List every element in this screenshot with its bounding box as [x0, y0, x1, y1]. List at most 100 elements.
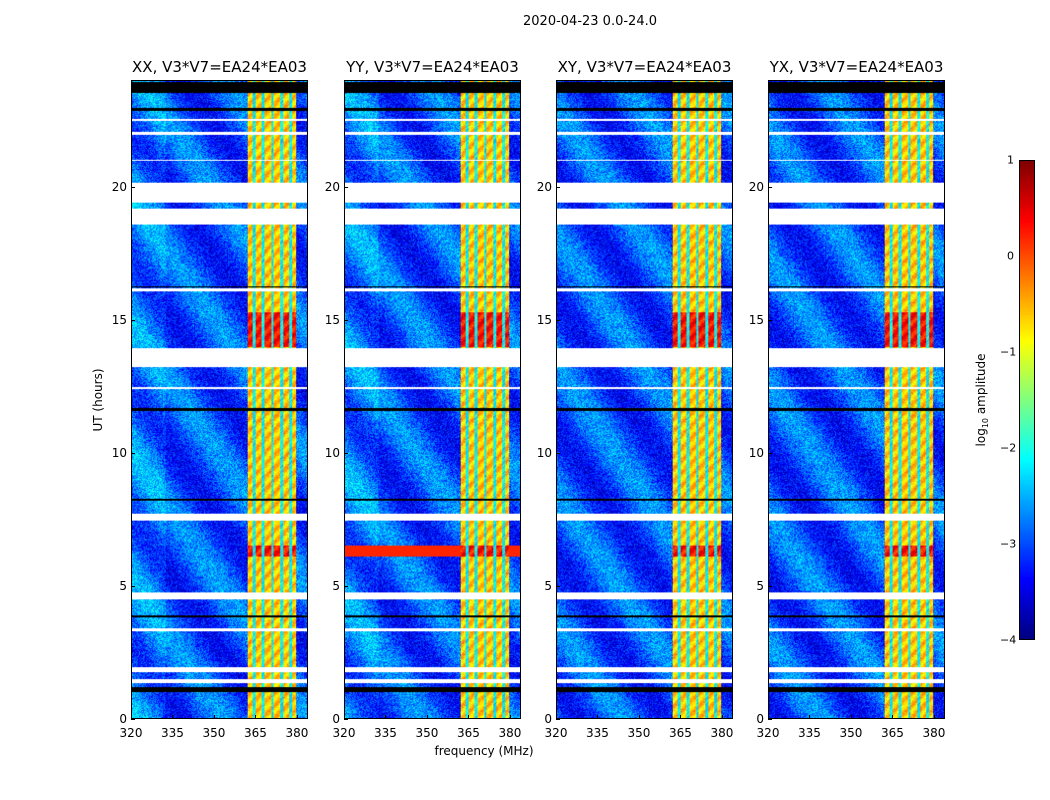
y-tick-mark: [344, 719, 348, 720]
x-tick-label: 380: [285, 726, 309, 740]
x-tick-mark: [680, 715, 682, 719]
panel-title: YX, V3*V7=EA24*EA03: [769, 58, 944, 76]
x-tick-mark: [468, 715, 470, 719]
y-tick-label: 0: [544, 712, 552, 726]
y-tick-mark: [344, 585, 348, 587]
y-tick-label: 20: [111, 179, 127, 194]
y-axis-label: UT (hours): [91, 368, 105, 432]
y-tick-mark: [131, 585, 135, 587]
x-tick-mark: [721, 715, 723, 719]
y-tick-label: 5: [119, 578, 127, 593]
y-tick-label: 20: [536, 179, 552, 194]
y-tick-label: 15: [324, 312, 340, 327]
y-tick-mark: [131, 319, 135, 321]
y-tick-mark: [556, 452, 560, 454]
panel-title: YY, V3*V7=EA24*EA03: [346, 58, 519, 76]
y-tick-label: 10: [536, 445, 552, 460]
y-tick-label: 20: [748, 179, 764, 194]
figure-title: 2020-04-23 0.0-24.0: [523, 14, 657, 29]
y-tick-mark: [556, 319, 560, 321]
heatmap-image: [769, 81, 944, 718]
x-tick-mark: [172, 715, 174, 719]
x-tick-label: 365: [244, 726, 267, 740]
x-tick-label: 380: [498, 726, 522, 740]
spectrogram-panel: [556, 80, 733, 719]
heatmap-image: [345, 81, 520, 718]
colorbar-tick-label: 0: [1007, 249, 1014, 263]
x-tick-label: 320: [756, 726, 780, 740]
x-tick-mark: [556, 715, 557, 719]
y-tick-label: 5: [332, 578, 340, 593]
spectrogram-panel: [344, 80, 521, 719]
y-tick-mark: [344, 319, 348, 321]
y-tick-mark: [344, 186, 348, 188]
y-tick-label: 15: [536, 312, 552, 327]
y-tick-mark: [556, 186, 560, 188]
x-tick-mark: [131, 715, 132, 719]
panel-title: XX, V3*V7=EA24*EA03: [132, 58, 307, 76]
x-tick-label: 320: [119, 726, 143, 740]
x-tick-mark: [850, 715, 852, 719]
x-tick-label: 335: [161, 726, 184, 740]
y-tick-label: 15: [111, 312, 127, 327]
y-tick-mark: [768, 452, 772, 454]
x-tick-label: 380: [922, 726, 946, 740]
y-tick-label: 10: [748, 445, 764, 460]
colorbar-label: log10 amplitude: [973, 353, 991, 447]
colorbar-tick-label: −1: [1000, 345, 1017, 359]
y-tick-label: 15: [748, 312, 764, 327]
x-tick-mark: [255, 715, 257, 719]
colorbar-tick-label: −4: [1000, 633, 1017, 647]
heatmap-image: [557, 81, 732, 718]
x-tick-label: 350: [839, 726, 863, 740]
y-tick-label: 5: [756, 578, 764, 593]
spectrogram-panel: [768, 80, 945, 719]
x-axis-label: frequency (MHz): [434, 744, 534, 758]
y-tick-mark: [556, 719, 560, 720]
y-tick-mark: [131, 186, 135, 188]
y-tick-label: 10: [111, 445, 127, 460]
x-tick-mark: [933, 715, 935, 719]
x-tick-label: 365: [669, 726, 692, 740]
y-tick-label: 0: [119, 712, 127, 726]
y-tick-mark: [768, 186, 772, 188]
colorbar-tick-label: −3: [1000, 537, 1017, 551]
colorbar-tick-label: −2: [1000, 441, 1017, 455]
x-tick-label: 320: [332, 726, 356, 740]
colorbar: [1019, 160, 1035, 640]
x-tick-label: 320: [544, 726, 568, 740]
panel-title: XY, V3*V7=EA24*EA03: [557, 58, 732, 76]
y-tick-mark: [131, 452, 135, 454]
y-tick-label: 5: [544, 578, 552, 593]
y-tick-mark: [344, 452, 348, 454]
x-tick-label: 380: [710, 726, 734, 740]
spectrogram-panel: [131, 80, 308, 719]
x-tick-mark: [509, 715, 511, 719]
y-tick-mark: [768, 585, 772, 587]
x-tick-label: 365: [881, 726, 904, 740]
y-tick-mark: [556, 585, 560, 587]
x-tick-label: 365: [457, 726, 480, 740]
y-tick-mark: [131, 719, 135, 720]
y-tick-label: 0: [756, 712, 764, 726]
x-tick-mark: [344, 715, 345, 719]
y-tick-label: 0: [332, 712, 340, 726]
x-tick-mark: [892, 715, 894, 719]
y-tick-mark: [768, 319, 772, 321]
x-tick-mark: [213, 715, 215, 719]
x-tick-label: 335: [798, 726, 821, 740]
x-tick-mark: [426, 715, 428, 719]
x-tick-label: 335: [586, 726, 609, 740]
y-tick-mark: [768, 719, 772, 720]
x-tick-mark: [296, 715, 298, 719]
x-tick-label: 350: [627, 726, 651, 740]
x-tick-mark: [638, 715, 640, 719]
x-tick-mark: [385, 715, 387, 719]
x-tick-mark: [597, 715, 599, 719]
x-tick-label: 350: [415, 726, 439, 740]
x-tick-mark: [768, 715, 769, 719]
heatmap-image: [132, 81, 307, 718]
y-tick-label: 20: [324, 179, 340, 194]
x-tick-label: 350: [202, 726, 226, 740]
